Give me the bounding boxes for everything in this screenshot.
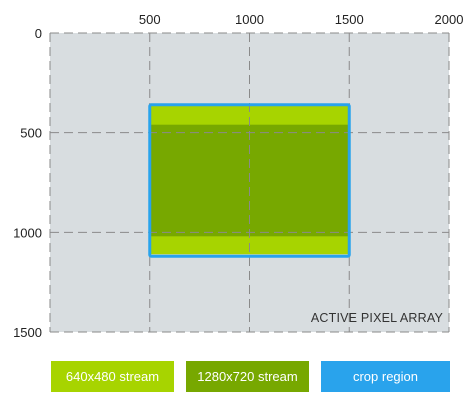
grid-lines xyxy=(49,32,450,333)
y-tick-label: 1500 xyxy=(13,325,42,340)
y-tick-label: 1000 xyxy=(13,225,42,240)
y-tick-label: 500 xyxy=(20,126,42,141)
crop-region-outline xyxy=(148,103,351,258)
y-tick-label: 0 xyxy=(35,26,42,41)
x-tick-label: 2000 xyxy=(435,12,464,27)
array-label: ACTIVE PIXEL ARRAY xyxy=(311,311,444,325)
pixel-array-diagram: 500 1000 1500 2000 0 500 1000 1500 ACTIVE PIXE… xyxy=(13,12,464,340)
x-tick-label: 500 xyxy=(139,12,161,27)
x-axis-ticks: 500 1000 1500 2000 xyxy=(139,12,464,27)
legend-1280x720-stream: 1280x720 stream xyxy=(186,361,309,392)
legend-crop-region: crop region xyxy=(321,361,450,392)
y-axis-ticks: 0 500 1000 1500 xyxy=(13,26,42,340)
x-tick-label: 1000 xyxy=(235,12,264,27)
x-tick-label: 1500 xyxy=(335,12,364,27)
legend-640x480-stream: 640x480 stream xyxy=(51,361,174,392)
